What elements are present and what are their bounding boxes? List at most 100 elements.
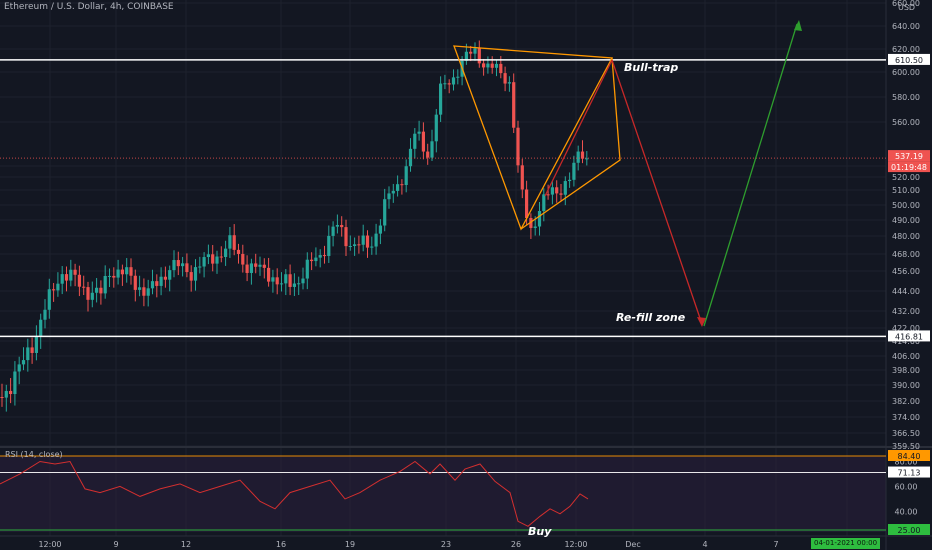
currency-label: USD xyxy=(898,3,916,12)
drop-arrow-head xyxy=(697,317,706,327)
price-tick: 406.00 xyxy=(892,352,920,361)
candle-body xyxy=(469,51,473,54)
rsi-pane xyxy=(0,455,886,531)
candle-body xyxy=(443,83,447,85)
rsi-level-tag: 71.13 xyxy=(898,469,921,478)
candle-body xyxy=(0,397,4,398)
drawings xyxy=(453,20,802,327)
price-tick: 366.50 xyxy=(892,429,920,438)
candle-body xyxy=(60,274,64,284)
candle-body xyxy=(490,63,494,68)
candle-body xyxy=(219,256,223,258)
time-tick: 4 xyxy=(702,540,707,549)
candle-body xyxy=(331,226,335,236)
rsi-label: RSI (14, close) xyxy=(5,450,63,459)
price-tick: 444.00 xyxy=(892,287,920,296)
candle-body xyxy=(297,283,301,285)
candle-body xyxy=(116,269,120,278)
candle-body xyxy=(516,127,520,166)
rsi-level-tag: 84.40 xyxy=(898,452,921,461)
candle-body xyxy=(426,151,430,158)
candle-body xyxy=(555,187,559,194)
candle-body xyxy=(387,193,391,200)
candle-body xyxy=(383,199,387,226)
candle-body xyxy=(365,235,370,248)
candle-body xyxy=(138,287,142,290)
candle-body xyxy=(520,165,524,190)
rsi-tick: 60.00 xyxy=(895,482,918,491)
candle-body xyxy=(580,151,585,159)
candle-body xyxy=(512,82,516,128)
time-tick: 12 xyxy=(181,540,191,549)
rsi-level-tag-bg xyxy=(888,466,930,478)
time-tick: 26 xyxy=(511,540,521,549)
rsi-line xyxy=(0,460,589,527)
time-tick: 16 xyxy=(276,540,286,549)
candle-body xyxy=(576,151,580,163)
time-tick: 12:00 xyxy=(38,540,61,549)
candle-body xyxy=(357,244,361,246)
level-tag-bg xyxy=(888,330,930,342)
price-tick: 432.00 xyxy=(892,307,920,316)
candle-body xyxy=(546,194,550,196)
candle-body xyxy=(163,276,167,280)
candle-body xyxy=(4,390,8,398)
candle-body xyxy=(249,263,253,273)
candle-body xyxy=(421,131,425,152)
chart-header: Ethereum / U.S. Dollar, 4h, COINBASE xyxy=(4,2,174,12)
drop-arrow xyxy=(611,59,703,325)
last-price-tag: 537.19 xyxy=(895,152,923,161)
candle-body xyxy=(82,286,86,288)
candle-body xyxy=(150,281,155,289)
price-tick: 500.00 xyxy=(892,201,920,210)
candle-body xyxy=(322,255,327,257)
price-tick: 640.00 xyxy=(892,22,920,31)
candle-body xyxy=(413,133,417,149)
price-tick: 660.00 xyxy=(892,0,920,8)
candle-body xyxy=(181,263,185,267)
candle-body xyxy=(417,131,421,134)
price-tick: 359.50 xyxy=(892,442,920,451)
last-price-tag-bg xyxy=(888,150,930,162)
candle-body xyxy=(90,292,94,300)
price-tick: 414.00 xyxy=(892,337,920,346)
candle-body xyxy=(447,83,451,85)
price-axis: 359.50 366.50 374.00 382.00 390.00 398.00 406.… xyxy=(892,0,920,516)
candle-body xyxy=(47,289,51,310)
candle-body xyxy=(133,275,137,290)
candle-body xyxy=(206,254,210,258)
time-tick: 7 xyxy=(773,540,778,549)
candle-body xyxy=(370,246,374,248)
candle-body xyxy=(120,269,124,275)
candle-body xyxy=(378,225,382,234)
candle-body xyxy=(159,276,163,286)
candle-body xyxy=(391,190,395,194)
candle-body xyxy=(9,390,13,395)
candles xyxy=(0,40,589,412)
candle-body xyxy=(529,217,533,228)
candle-body xyxy=(563,181,567,195)
candle-body xyxy=(361,235,365,245)
candle-body xyxy=(288,274,292,287)
candle-body xyxy=(348,245,352,247)
candle-body xyxy=(404,166,408,186)
triangle-drawing xyxy=(453,45,614,231)
candle-body xyxy=(542,194,546,211)
candle-body xyxy=(275,277,279,285)
candle-body xyxy=(17,364,21,372)
price-tick: 468.00 xyxy=(892,250,920,259)
candle-body xyxy=(202,257,206,267)
candle-body xyxy=(585,158,589,160)
candle-body xyxy=(507,82,511,84)
candle-body xyxy=(568,179,572,182)
rsi-level-tag-bg xyxy=(888,524,930,535)
price-tick: 560.00 xyxy=(892,118,920,127)
buy-label: Buy xyxy=(528,525,552,538)
candle-body xyxy=(482,63,486,68)
refill-zone-label: Re-fill zone xyxy=(616,311,686,324)
level-tag: 610.50 xyxy=(895,56,923,65)
candle-body xyxy=(434,114,438,142)
bull-trap-arrow xyxy=(544,59,613,197)
candle-body xyxy=(142,287,146,296)
